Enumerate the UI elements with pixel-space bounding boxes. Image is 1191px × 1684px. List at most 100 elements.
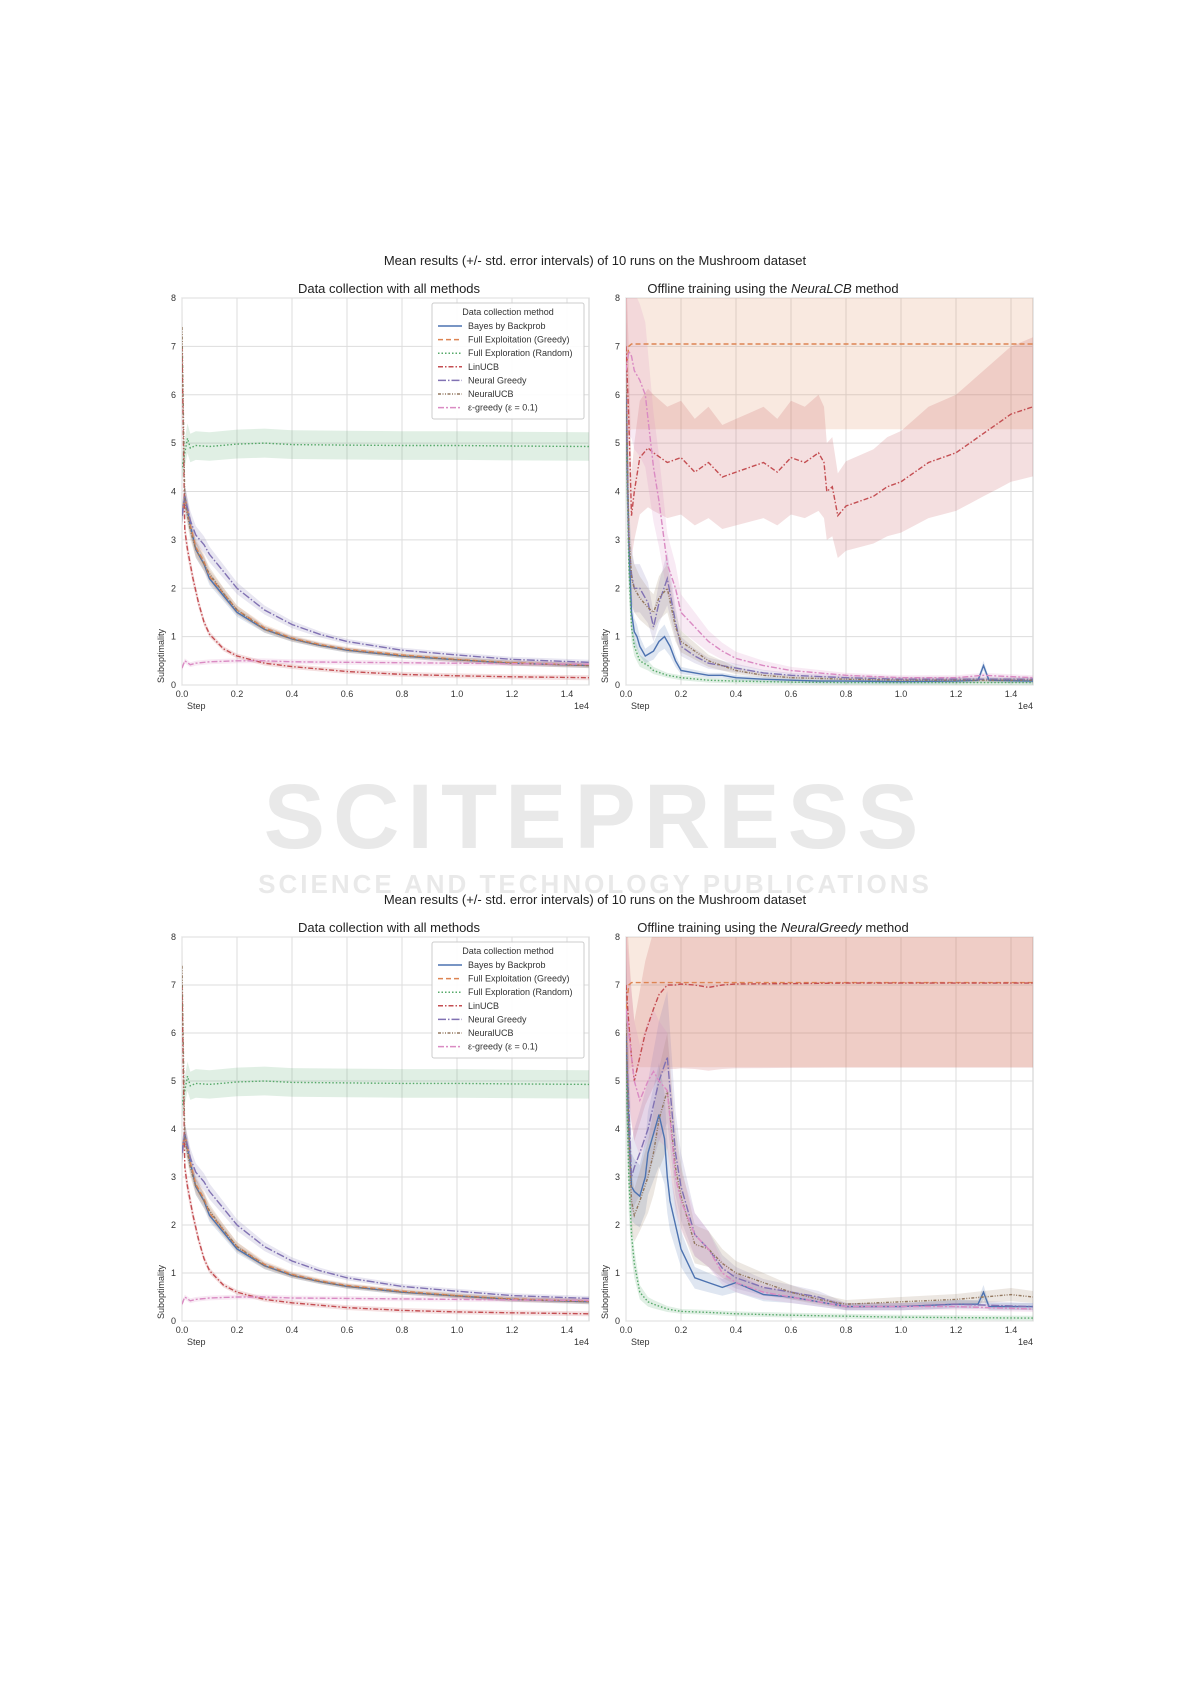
figure2-suptitle: Mean results (+/- std. error intervals) … <box>384 892 807 907</box>
panel-data-collection-1: 0.0 0.2 0.4 0.6 0.8 1.0 1.2 1.4 0 1 2 3 4 5 6 7 8 Step 1e4… <box>156 293 590 711</box>
panel-offline-neuralcb: 0.0 0.2 0.4 0.6 0.8 1.0 1.2 1.4 0 1 2 3 4 5 6 7 8 Step 1e4… <box>600 293 1034 711</box>
x-axis-label: Step <box>631 1337 650 1347</box>
legend-entry-label: LinUCB <box>468 1001 499 1011</box>
x-multiplier-label: 1e4 <box>1018 1337 1033 1347</box>
series-group <box>626 298 1033 685</box>
x-tick-label: 0.4 <box>730 689 743 699</box>
y-tick-label: 0 <box>171 680 176 690</box>
y-tick-label: 8 <box>171 293 176 303</box>
panel-offline-neuralgreedy: 0.0 0.2 0.4 0.6 0.8 1.0 1.2 1.4 0 1 2 3 4 5 6 7 8 Step 1e4… <box>600 932 1034 1347</box>
y-axis-label: Suboptimality <box>600 628 610 683</box>
legend-entry-label: Neural Greedy <box>468 375 527 385</box>
series-error-band <box>626 298 1033 450</box>
watermark-main: SCITEPRESS <box>264 766 927 868</box>
series-line <box>626 343 1033 371</box>
x-tick-label: 0.4 <box>730 1325 743 1335</box>
series-line <box>182 326 589 667</box>
legend-entry-label: Full Exploration (Random) <box>468 348 573 358</box>
legend-entry-label: Full Exploitation (Greedy) <box>468 974 570 984</box>
x-tick-label: 1.0 <box>451 1325 464 1335</box>
legend: Data collection method Bayes by Backprob F… <box>431 941 585 1059</box>
legend-box <box>431 302 585 420</box>
figure2-right-title-method: NeuralGreedy <box>781 920 863 935</box>
x-tick-label: 1.2 <box>950 1325 963 1335</box>
series-line <box>182 496 589 663</box>
figure2-left-title: Data collection with all methods <box>298 920 481 935</box>
series-line <box>182 346 589 679</box>
y-tick-label: 4 <box>171 487 176 497</box>
y-axis-label: Suboptimality <box>156 1264 166 1319</box>
y-tick-label: 1 <box>171 1268 176 1278</box>
x-tick-label: 1.0 <box>895 689 908 699</box>
series-error-band <box>626 298 1033 558</box>
y-tick-label: 4 <box>615 487 620 497</box>
legend: Data collection method Bayes by Backprob F… <box>431 302 585 420</box>
legend-entry-label: Bayes by Backprob <box>468 321 546 331</box>
series-line <box>182 659 589 669</box>
series-group <box>626 937 1033 1321</box>
x-tick-label: 0.8 <box>396 689 409 699</box>
series-error-band <box>182 1061 589 1118</box>
series-group <box>182 944 589 1317</box>
legend-entry-label: LinUCB <box>468 362 499 372</box>
x-tick-label: 0.6 <box>341 1325 354 1335</box>
y-tick-label: 0 <box>171 1316 176 1326</box>
series-error-band <box>626 937 1033 1141</box>
panel-data-collection-2: 0.0 0.2 0.4 0.6 0.8 1.0 1.2 1.4 0 1 2 3 4 5 6 7 8 Step 1e4… <box>156 932 590 1347</box>
series-line <box>626 1032 1033 1308</box>
series-error-band <box>626 961 1033 1311</box>
y-axis-label: Suboptimality <box>600 1264 610 1319</box>
x-tick-label: 0.6 <box>341 689 354 699</box>
x-tick-label: 0.0 <box>620 689 633 699</box>
y-tick-label: 4 <box>171 1124 176 1134</box>
y-tick-label: 6 <box>171 1028 176 1038</box>
x-tick-label: 1.4 <box>1005 689 1018 699</box>
x-tick-label: 1.4 <box>561 1325 574 1335</box>
y-tick-label: 3 <box>171 535 176 545</box>
series-line <box>182 438 589 468</box>
y-axis-label: Suboptimality <box>156 628 166 683</box>
figure1-right-title: Offline training using the NeuraLCB meth… <box>647 281 898 296</box>
series-group <box>182 305 589 681</box>
y-tick-label: 8 <box>171 932 176 942</box>
series-line <box>182 965 589 1303</box>
figure2-right-title: Offline training using the NeuralGreedy … <box>637 920 909 935</box>
y-tick-label: 5 <box>171 438 176 448</box>
series-line <box>626 346 1033 518</box>
y-tick-label: 3 <box>615 1172 620 1182</box>
x-tick-label: 0.2 <box>675 1325 688 1335</box>
legend-title: Data collection method <box>462 946 554 956</box>
y-tick-label: 2 <box>615 1220 620 1230</box>
watermark-sub: SCIENCE AND TECHNOLOGY PUBLICATIONS <box>258 869 932 899</box>
y-tick-label: 6 <box>171 390 176 400</box>
series-error-band <box>182 423 589 481</box>
figure1-suptitle: Mean results (+/- std. error intervals) … <box>384 253 807 268</box>
x-tick-label: 0.4 <box>286 1325 299 1335</box>
x-multiplier-label: 1e4 <box>1018 701 1033 711</box>
y-tick-label: 1 <box>171 632 176 642</box>
y-tick-label: 3 <box>171 1172 176 1182</box>
x-axis-label: Step <box>187 1337 206 1347</box>
y-tick-label: 7 <box>615 980 620 990</box>
series-line <box>182 1076 589 1106</box>
legend-title: Data collection method <box>462 307 554 317</box>
figure2-right-title-post: method <box>862 920 909 935</box>
series-error-band <box>626 322 1033 684</box>
y-tick-label: 5 <box>171 1076 176 1086</box>
y-tick-label: 5 <box>615 438 620 448</box>
x-tick-label: 1.4 <box>1005 1325 1018 1335</box>
y-tick-label: 1 <box>615 1268 620 1278</box>
x-tick-label: 0.0 <box>620 1325 633 1335</box>
x-tick-label: 1.2 <box>950 689 963 699</box>
legend-entry-label: NeuralUCB <box>468 1028 514 1038</box>
legend-entry-label: Bayes by Backprob <box>468 960 546 970</box>
watermark: SCITEPRESS SCIENCE AND TECHNOLOGY PUBLIC… <box>258 766 932 899</box>
x-tick-label: 1.4 <box>561 689 574 699</box>
x-tick-label: 1.0 <box>895 1325 908 1335</box>
figure2-right-title-pre: Offline training using the <box>637 920 781 935</box>
figure1-right-title-method: NeuraLCB <box>791 281 852 296</box>
series-line <box>182 1133 589 1300</box>
series-line <box>182 1295 589 1305</box>
series-line <box>626 394 1033 683</box>
